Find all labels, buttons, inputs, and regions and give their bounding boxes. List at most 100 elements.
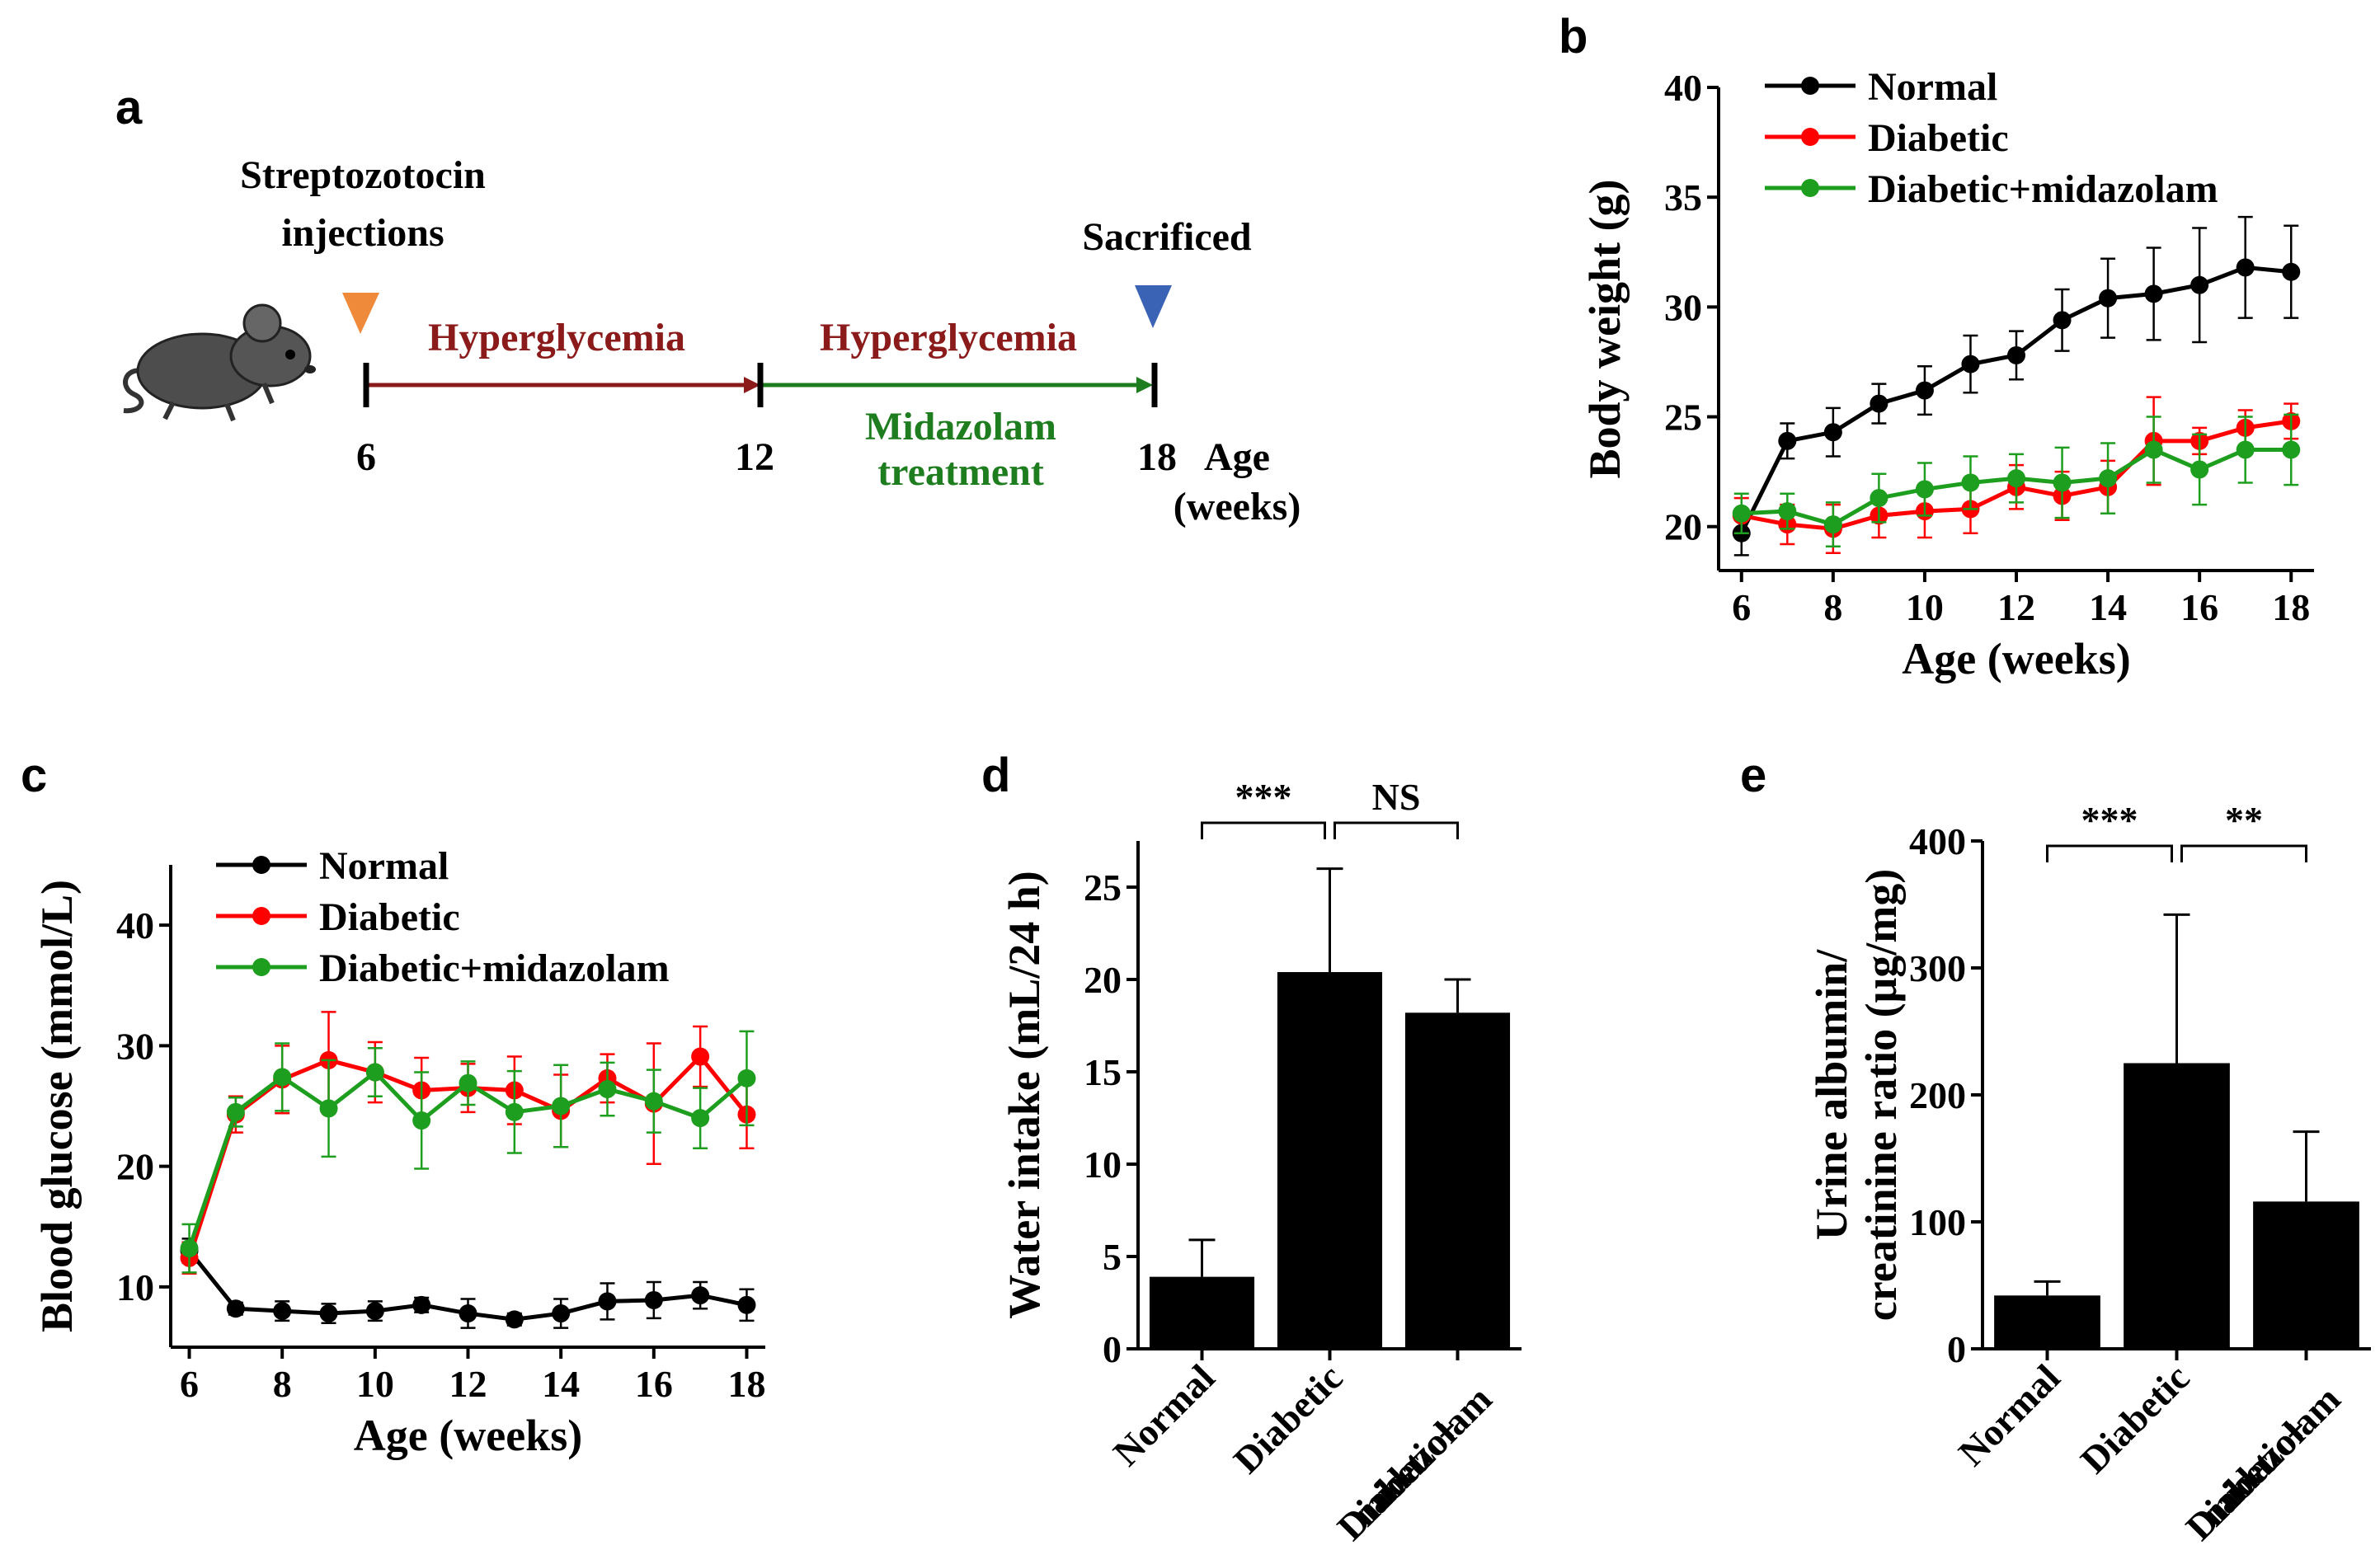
data-point bbox=[2236, 440, 2255, 459]
data-point bbox=[2053, 311, 2072, 330]
significance-bracket-1 bbox=[1333, 821, 1459, 839]
series-normal bbox=[1732, 215, 2301, 557]
y-tick-label-200: 200 bbox=[1909, 1074, 1966, 1116]
x-tick-label-14: 14 bbox=[542, 1363, 580, 1405]
legend-marker-2 bbox=[1801, 179, 1819, 197]
significance-label-1: ** bbox=[2225, 799, 2263, 841]
legend-marker-1 bbox=[252, 907, 270, 925]
significance-bracket-0 bbox=[2046, 844, 2173, 862]
data-point bbox=[1961, 473, 1980, 492]
data-point bbox=[505, 1102, 524, 1121]
panel-a-timeline: Streptozotocin injections Sacrificed Hyp… bbox=[123, 153, 1301, 528]
timeline-axis-label-line1: Age bbox=[1204, 435, 1270, 479]
data-point bbox=[1915, 480, 1934, 499]
x-tick-label-6: 6 bbox=[1732, 586, 1751, 628]
x-tick-label-6: 6 bbox=[180, 1363, 199, 1405]
category-label-1-0: Diabetic bbox=[2072, 1356, 2198, 1482]
y-tick-label-10: 10 bbox=[116, 1266, 154, 1308]
y-tick-label-0: 0 bbox=[1103, 1328, 1122, 1370]
category-label-2-1: midazolam bbox=[2192, 1378, 2349, 1534]
injection-label-line1: Streptozotocin bbox=[240, 153, 486, 197]
y-tick-label-25: 25 bbox=[1664, 397, 1702, 439]
data-point bbox=[273, 1068, 292, 1087]
data-point bbox=[737, 1295, 756, 1314]
data-point bbox=[598, 1080, 617, 1099]
x-tick-label-16: 16 bbox=[2180, 586, 2218, 628]
x-tick-label-12: 12 bbox=[449, 1363, 487, 1405]
legend-marker-0 bbox=[252, 856, 270, 874]
data-point bbox=[1870, 489, 1888, 508]
panel-letter-a: a bbox=[115, 81, 143, 134]
y-tick-label-40: 40 bbox=[116, 904, 154, 946]
data-point bbox=[365, 1302, 384, 1321]
data-point bbox=[2099, 469, 2118, 488]
legend-label-1: Diabetic bbox=[1868, 116, 2009, 160]
series-diabetic-midazolam bbox=[1732, 413, 2301, 547]
panel-letter-d: d bbox=[981, 749, 1010, 802]
data-point bbox=[2144, 440, 2163, 459]
legend-marker-2 bbox=[252, 958, 270, 976]
x-tick-label-14: 14 bbox=[2089, 586, 2127, 628]
significance-label-0: *** bbox=[2081, 799, 2138, 841]
significance-bracket-1 bbox=[2180, 844, 2307, 862]
y-tick-label-30: 30 bbox=[1664, 286, 1702, 328]
data-point bbox=[1778, 502, 1797, 521]
data-point bbox=[1823, 423, 1842, 442]
data-point bbox=[226, 1299, 245, 1318]
y-tick-label-25: 25 bbox=[1084, 867, 1122, 909]
timeline-axis-label-line2: (weeks) bbox=[1174, 485, 1301, 528]
bar-1 bbox=[1277, 972, 1383, 1349]
data-point bbox=[644, 1290, 663, 1309]
category-label-0-0: Normal bbox=[1105, 1356, 1223, 1474]
y-tick-label-20: 20 bbox=[116, 1146, 154, 1188]
y-tick-label-5: 5 bbox=[1103, 1236, 1122, 1278]
y-tick-label-20: 20 bbox=[1084, 959, 1122, 1001]
data-point bbox=[412, 1295, 431, 1314]
y-tick-label-10: 10 bbox=[1084, 1144, 1122, 1186]
y-tick-label-40: 40 bbox=[1664, 67, 1702, 109]
data-point bbox=[1961, 355, 1980, 373]
data-point bbox=[2053, 473, 2072, 492]
data-point bbox=[737, 1069, 756, 1087]
category-label-1-0: Diabetic bbox=[1225, 1356, 1351, 1482]
data-point bbox=[598, 1292, 617, 1311]
legend-marker-0 bbox=[1801, 77, 1819, 95]
segment-label-2: Hyperglycemia bbox=[820, 316, 1077, 359]
significance-bracket-0 bbox=[1201, 821, 1326, 839]
data-point bbox=[552, 1097, 571, 1116]
data-point bbox=[1778, 431, 1797, 450]
data-point bbox=[552, 1304, 571, 1323]
data-point bbox=[691, 1109, 710, 1128]
data-point bbox=[505, 1310, 524, 1329]
data-point bbox=[2099, 289, 2118, 308]
series-diabetic bbox=[180, 1011, 756, 1275]
data-point bbox=[2190, 460, 2209, 479]
y-tick-label-30: 30 bbox=[116, 1025, 154, 1067]
bar-2 bbox=[1404, 1012, 1511, 1349]
timeline-tick-label-12: 12 bbox=[735, 435, 774, 479]
data-point bbox=[180, 1239, 199, 1258]
category-label-0-0: Normal bbox=[1950, 1356, 2068, 1474]
y-tick-label-20: 20 bbox=[1664, 506, 1702, 548]
data-point bbox=[319, 1099, 338, 1118]
injection-marker-icon bbox=[342, 293, 379, 334]
x-tick-label-16: 16 bbox=[635, 1363, 673, 1405]
data-point bbox=[412, 1111, 431, 1130]
treatment-label-line2: treatment bbox=[877, 450, 1044, 494]
data-point bbox=[644, 1092, 663, 1111]
x-tick-label-18: 18 bbox=[2272, 586, 2310, 628]
panel-letter-e: e bbox=[1740, 749, 1766, 802]
data-point bbox=[691, 1286, 710, 1305]
x-tick-label-18: 18 bbox=[727, 1363, 765, 1405]
x-tick-label-10: 10 bbox=[356, 1363, 394, 1405]
bar-0 bbox=[1149, 1276, 1255, 1349]
x-tick-label-8: 8 bbox=[1823, 586, 1842, 628]
y-axis-title: Blood glucose (mmol/L) bbox=[32, 880, 82, 1332]
data-point bbox=[319, 1304, 338, 1323]
data-point bbox=[2007, 345, 2025, 364]
data-point bbox=[691, 1047, 710, 1066]
data-point bbox=[2007, 469, 2025, 488]
x-axis-title: Age (weeks) bbox=[1902, 634, 2130, 683]
